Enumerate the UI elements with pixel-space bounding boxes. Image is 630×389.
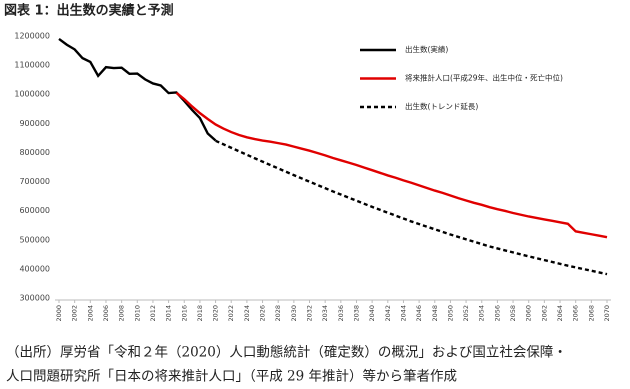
x-tick-label: 2058 <box>509 305 517 322</box>
y-tick-label: 300000 <box>19 294 50 303</box>
legend-label: 出生数(トレンド延長) <box>405 101 478 111</box>
x-tick-label: 2044 <box>399 305 407 322</box>
y-tick-label: 500000 <box>19 235 50 244</box>
x-tick-label: 2002 <box>71 305 79 322</box>
x-tick-label: 2000 <box>55 305 63 322</box>
x-tick-label: 2060 <box>525 305 533 322</box>
y-tick-label: 400000 <box>19 264 50 273</box>
y-tick-label: 800000 <box>19 148 50 157</box>
legend-label: 将来推計人口(平成29年、出生中位・死亡中位) <box>405 73 563 83</box>
x-tick-label: 2070 <box>603 305 611 322</box>
x-tick-label: 2054 <box>478 305 486 322</box>
x-tick-label: 2046 <box>415 305 423 322</box>
x-tick-label: 2036 <box>337 305 345 322</box>
series-line <box>175 91 608 239</box>
x-tick-label: 2062 <box>540 305 548 322</box>
x-tick-label: 2028 <box>274 305 282 322</box>
y-tick-label: 900000 <box>19 119 50 128</box>
x-tick-label: 2034 <box>321 305 329 322</box>
series-line <box>215 139 608 276</box>
x-tick-label: 2052 <box>462 305 470 322</box>
chart-title: 図表 1：出生数の実績と予測 <box>4 3 174 19</box>
x-tick-label: 2016 <box>180 305 188 322</box>
x-tick-label: 2068 <box>587 305 595 322</box>
x-tick-label: 2018 <box>196 305 204 322</box>
x-tick-label: 2030 <box>290 305 298 322</box>
x-tick-label: 2004 <box>86 305 94 322</box>
x-tick-label: 2008 <box>118 305 126 322</box>
x-tick-label: 2038 <box>352 305 360 322</box>
x-tick-label: 2040 <box>368 305 376 322</box>
x-tick-label: 2012 <box>149 305 157 322</box>
x-tick-label: 2042 <box>384 305 392 322</box>
y-tick-label: 1100000 <box>14 61 50 70</box>
x-tick-label: 2050 <box>446 305 454 322</box>
x-tick-label: 2020 <box>212 305 220 322</box>
y-tick-label: 1200000 <box>14 32 50 41</box>
x-tick-label: 2024 <box>243 305 251 322</box>
x-tick-label: 2064 <box>556 305 564 322</box>
x-tick-label: 2014 <box>165 305 173 322</box>
series-line <box>58 37 217 142</box>
caption: （出所）厚労省「令和２年（2020）人口動態統計（確定数）の概況」および国立社会… <box>6 345 567 361</box>
x-tick-label: 2048 <box>431 305 439 322</box>
x-tick-label: 2026 <box>259 305 267 322</box>
y-tick-label: 1000000 <box>14 90 50 99</box>
x-tick-label: 2032 <box>306 305 314 322</box>
legend-label: 出生数(実績) <box>405 44 448 54</box>
caption: 人口問題研究所「日本の将来推計人口」（平成 29 年推計）等から筆者作成 <box>6 368 457 385</box>
x-tick-label: 2010 <box>133 305 141 322</box>
x-tick-label: 2022 <box>227 305 235 322</box>
x-tick-label: 2056 <box>493 305 501 322</box>
y-tick-label: 700000 <box>19 177 50 186</box>
y-tick-label: 600000 <box>19 206 50 215</box>
x-tick-label: 2006 <box>102 305 110 322</box>
x-tick-label: 2066 <box>572 305 580 322</box>
